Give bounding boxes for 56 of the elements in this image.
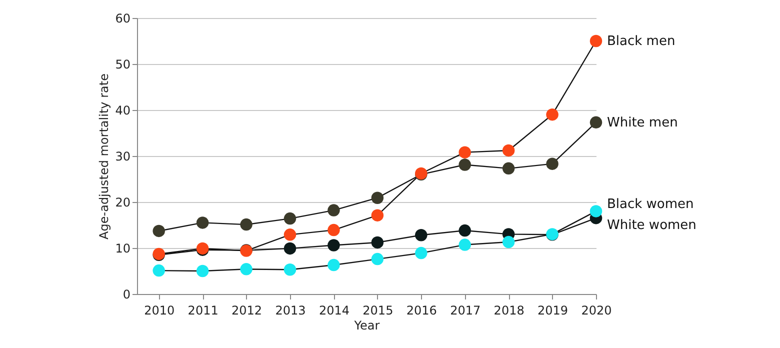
y-tick-label: 30: [115, 150, 130, 164]
x-tick-label: 2020: [581, 304, 612, 318]
x-tick-label: 2017: [450, 304, 481, 318]
point: [502, 236, 515, 248]
x-tick-label: 2012: [232, 304, 262, 318]
point: [152, 264, 165, 277]
point: [415, 246, 428, 260]
point: [590, 34, 602, 48]
series-label: White men: [607, 115, 678, 130]
point: [328, 258, 340, 272]
point: [240, 218, 252, 231]
point: [371, 209, 384, 222]
point: [196, 216, 209, 229]
point: [328, 239, 340, 252]
x-tick-label: 2015: [362, 304, 394, 318]
point: [240, 263, 252, 276]
y-tick-label: 50: [115, 58, 130, 72]
point: [328, 204, 340, 216]
x-tick-label: 2011: [188, 304, 218, 318]
point: [458, 224, 471, 237]
point: [415, 229, 428, 242]
point: [546, 158, 558, 170]
x-tick-label: 2016: [406, 304, 437, 318]
point: [371, 252, 384, 266]
series-label: Black women: [607, 197, 694, 212]
point: [458, 158, 471, 171]
point: [152, 224, 165, 238]
series-label: Black men: [607, 34, 676, 49]
point: [284, 228, 296, 241]
x-tick-label: 2014: [318, 304, 350, 318]
point: [546, 108, 558, 121]
point: [328, 224, 340, 236]
point: [458, 146, 471, 158]
point: [502, 162, 515, 175]
point: [284, 264, 296, 276]
point: [371, 236, 384, 249]
y-axis-title: Age-adjusted mortality rate: [97, 74, 112, 240]
point: [284, 212, 296, 225]
point: [284, 242, 296, 255]
x-axis-title: Year: [353, 318, 380, 332]
x-tick-label: 2018: [494, 304, 524, 318]
y-tick-label: 20: [115, 196, 130, 210]
point: [590, 116, 602, 129]
point: [590, 205, 602, 218]
point: [458, 238, 471, 251]
point: [371, 192, 384, 204]
x-tick-label: 2019: [538, 304, 568, 318]
y-tick-label: 10: [115, 242, 130, 256]
point: [502, 144, 515, 157]
point: [196, 264, 209, 278]
y-tick-label: 0: [122, 288, 130, 302]
x-tick-label: 2013: [275, 304, 306, 318]
y-tick-label: 60: [115, 12, 130, 26]
x-tick-label: 2010: [144, 304, 175, 318]
series-label: White women: [607, 218, 696, 234]
y-tick-label: 40: [115, 104, 130, 118]
